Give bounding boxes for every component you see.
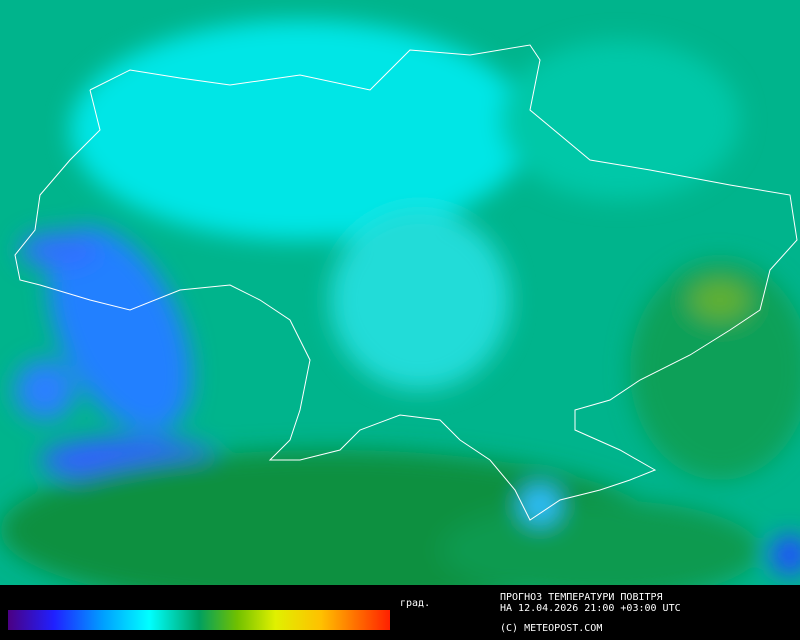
caption-line: НА 12.04.2026 21:00 +03:00 UTC — [500, 603, 681, 614]
legend: град. — [8, 598, 430, 630]
temperature-field — [0, 0, 800, 585]
caption-line: ПРОГНОЗ ТЕМПЕРАТУРИ ПОВІТРЯ — [500, 592, 663, 603]
color-scale — [8, 610, 390, 630]
copyright: (C) METEOPOST.COM — [500, 623, 602, 634]
legend-unit: град. — [400, 598, 430, 609]
